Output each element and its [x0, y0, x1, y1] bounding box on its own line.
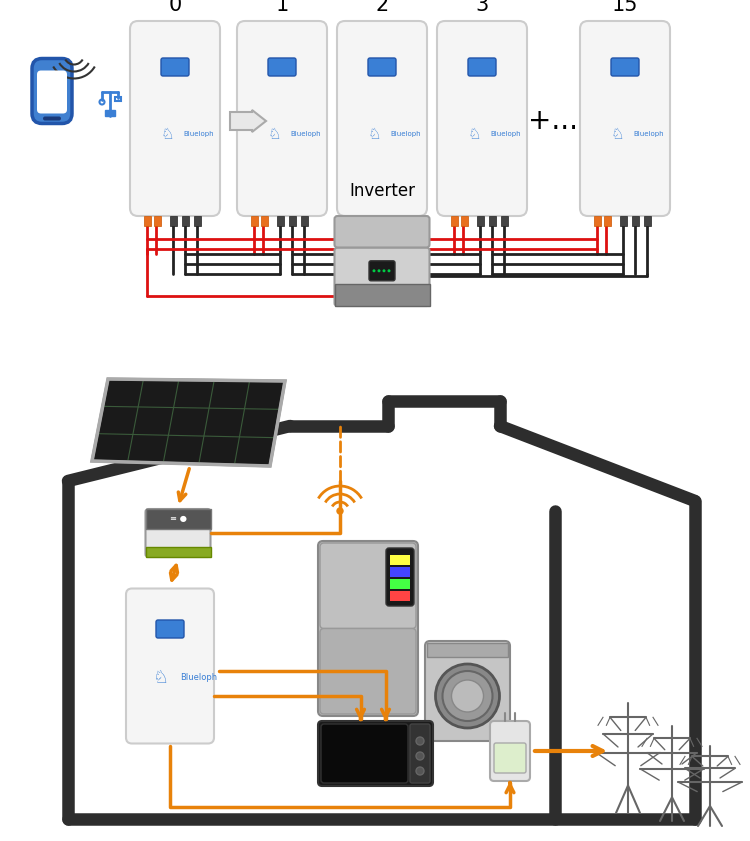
Bar: [620, 216, 626, 226]
Text: Blueloph: Blueloph: [633, 131, 664, 137]
Bar: [115, 97, 121, 101]
FancyBboxPatch shape: [580, 21, 670, 216]
Text: Blueloph: Blueloph: [180, 674, 218, 683]
FancyBboxPatch shape: [237, 21, 327, 216]
Bar: [334, 283, 430, 306]
Polygon shape: [92, 379, 285, 466]
Bar: [451, 216, 458, 226]
Bar: [361, 216, 368, 226]
FancyBboxPatch shape: [368, 58, 396, 76]
Text: Inverter: Inverter: [349, 182, 415, 200]
Circle shape: [442, 671, 493, 721]
Bar: [194, 216, 200, 226]
Bar: [143, 216, 151, 226]
Bar: [289, 216, 296, 226]
FancyBboxPatch shape: [320, 543, 416, 628]
Bar: [154, 216, 160, 226]
FancyBboxPatch shape: [494, 743, 526, 773]
FancyBboxPatch shape: [369, 261, 395, 281]
Bar: [488, 216, 496, 226]
Bar: [170, 216, 176, 226]
Bar: [146, 547, 211, 557]
Bar: [460, 216, 467, 226]
FancyBboxPatch shape: [410, 724, 430, 783]
FancyBboxPatch shape: [37, 71, 67, 114]
FancyBboxPatch shape: [130, 21, 220, 216]
Text: ♘: ♘: [160, 127, 174, 141]
Text: 3: 3: [476, 0, 489, 15]
Bar: [390, 579, 410, 589]
FancyBboxPatch shape: [146, 509, 211, 557]
Bar: [476, 216, 484, 226]
Bar: [277, 216, 284, 226]
Text: ♘: ♘: [610, 127, 624, 141]
Circle shape: [388, 269, 391, 272]
FancyBboxPatch shape: [126, 589, 214, 743]
FancyBboxPatch shape: [161, 58, 189, 76]
Text: 15: 15: [612, 0, 638, 15]
Text: Blueloph: Blueloph: [183, 131, 214, 137]
FancyBboxPatch shape: [490, 721, 530, 781]
Text: ♘: ♘: [368, 127, 381, 141]
Bar: [182, 216, 188, 226]
FancyBboxPatch shape: [468, 58, 496, 76]
Text: Blueloph: Blueloph: [290, 131, 321, 137]
Bar: [390, 591, 410, 601]
Bar: [146, 509, 211, 529]
Bar: [105, 110, 115, 116]
FancyBboxPatch shape: [334, 247, 430, 306]
Circle shape: [373, 269, 376, 272]
Bar: [427, 643, 508, 657]
Text: ≡ ●: ≡ ●: [170, 515, 187, 523]
Bar: [260, 216, 268, 226]
Text: 2: 2: [375, 0, 388, 15]
FancyBboxPatch shape: [318, 721, 433, 786]
FancyBboxPatch shape: [334, 216, 430, 247]
Text: ♘: ♘: [467, 127, 481, 141]
Bar: [644, 216, 650, 226]
FancyBboxPatch shape: [337, 21, 427, 216]
FancyBboxPatch shape: [386, 548, 414, 606]
Text: ♘: ♘: [152, 669, 168, 687]
Text: ♘: ♘: [267, 127, 280, 141]
Text: Blueloph: Blueloph: [390, 131, 421, 137]
Circle shape: [377, 269, 380, 272]
Bar: [376, 216, 383, 226]
Circle shape: [382, 269, 386, 272]
Text: Blueloph: Blueloph: [490, 131, 520, 137]
FancyBboxPatch shape: [156, 620, 184, 638]
Circle shape: [416, 737, 424, 745]
Bar: [301, 216, 307, 226]
Bar: [388, 216, 395, 226]
FancyArrow shape: [230, 110, 266, 132]
Circle shape: [337, 508, 343, 514]
FancyBboxPatch shape: [32, 59, 72, 124]
FancyBboxPatch shape: [425, 641, 510, 741]
Bar: [390, 555, 410, 565]
Circle shape: [452, 680, 484, 712]
FancyBboxPatch shape: [611, 58, 639, 76]
Circle shape: [416, 767, 424, 775]
Bar: [350, 216, 358, 226]
FancyBboxPatch shape: [43, 117, 61, 120]
Bar: [593, 216, 601, 226]
FancyBboxPatch shape: [437, 21, 527, 216]
Bar: [400, 216, 407, 226]
Text: 0: 0: [168, 0, 182, 15]
Bar: [604, 216, 610, 226]
Bar: [390, 567, 410, 577]
Bar: [251, 216, 257, 226]
Text: +...: +...: [528, 107, 578, 135]
FancyBboxPatch shape: [320, 628, 416, 714]
Circle shape: [416, 752, 424, 760]
Bar: [632, 216, 638, 226]
FancyBboxPatch shape: [318, 541, 418, 716]
Circle shape: [436, 664, 500, 728]
FancyBboxPatch shape: [268, 58, 296, 76]
Text: 1: 1: [275, 0, 289, 15]
Bar: [500, 216, 508, 226]
FancyBboxPatch shape: [321, 724, 408, 783]
